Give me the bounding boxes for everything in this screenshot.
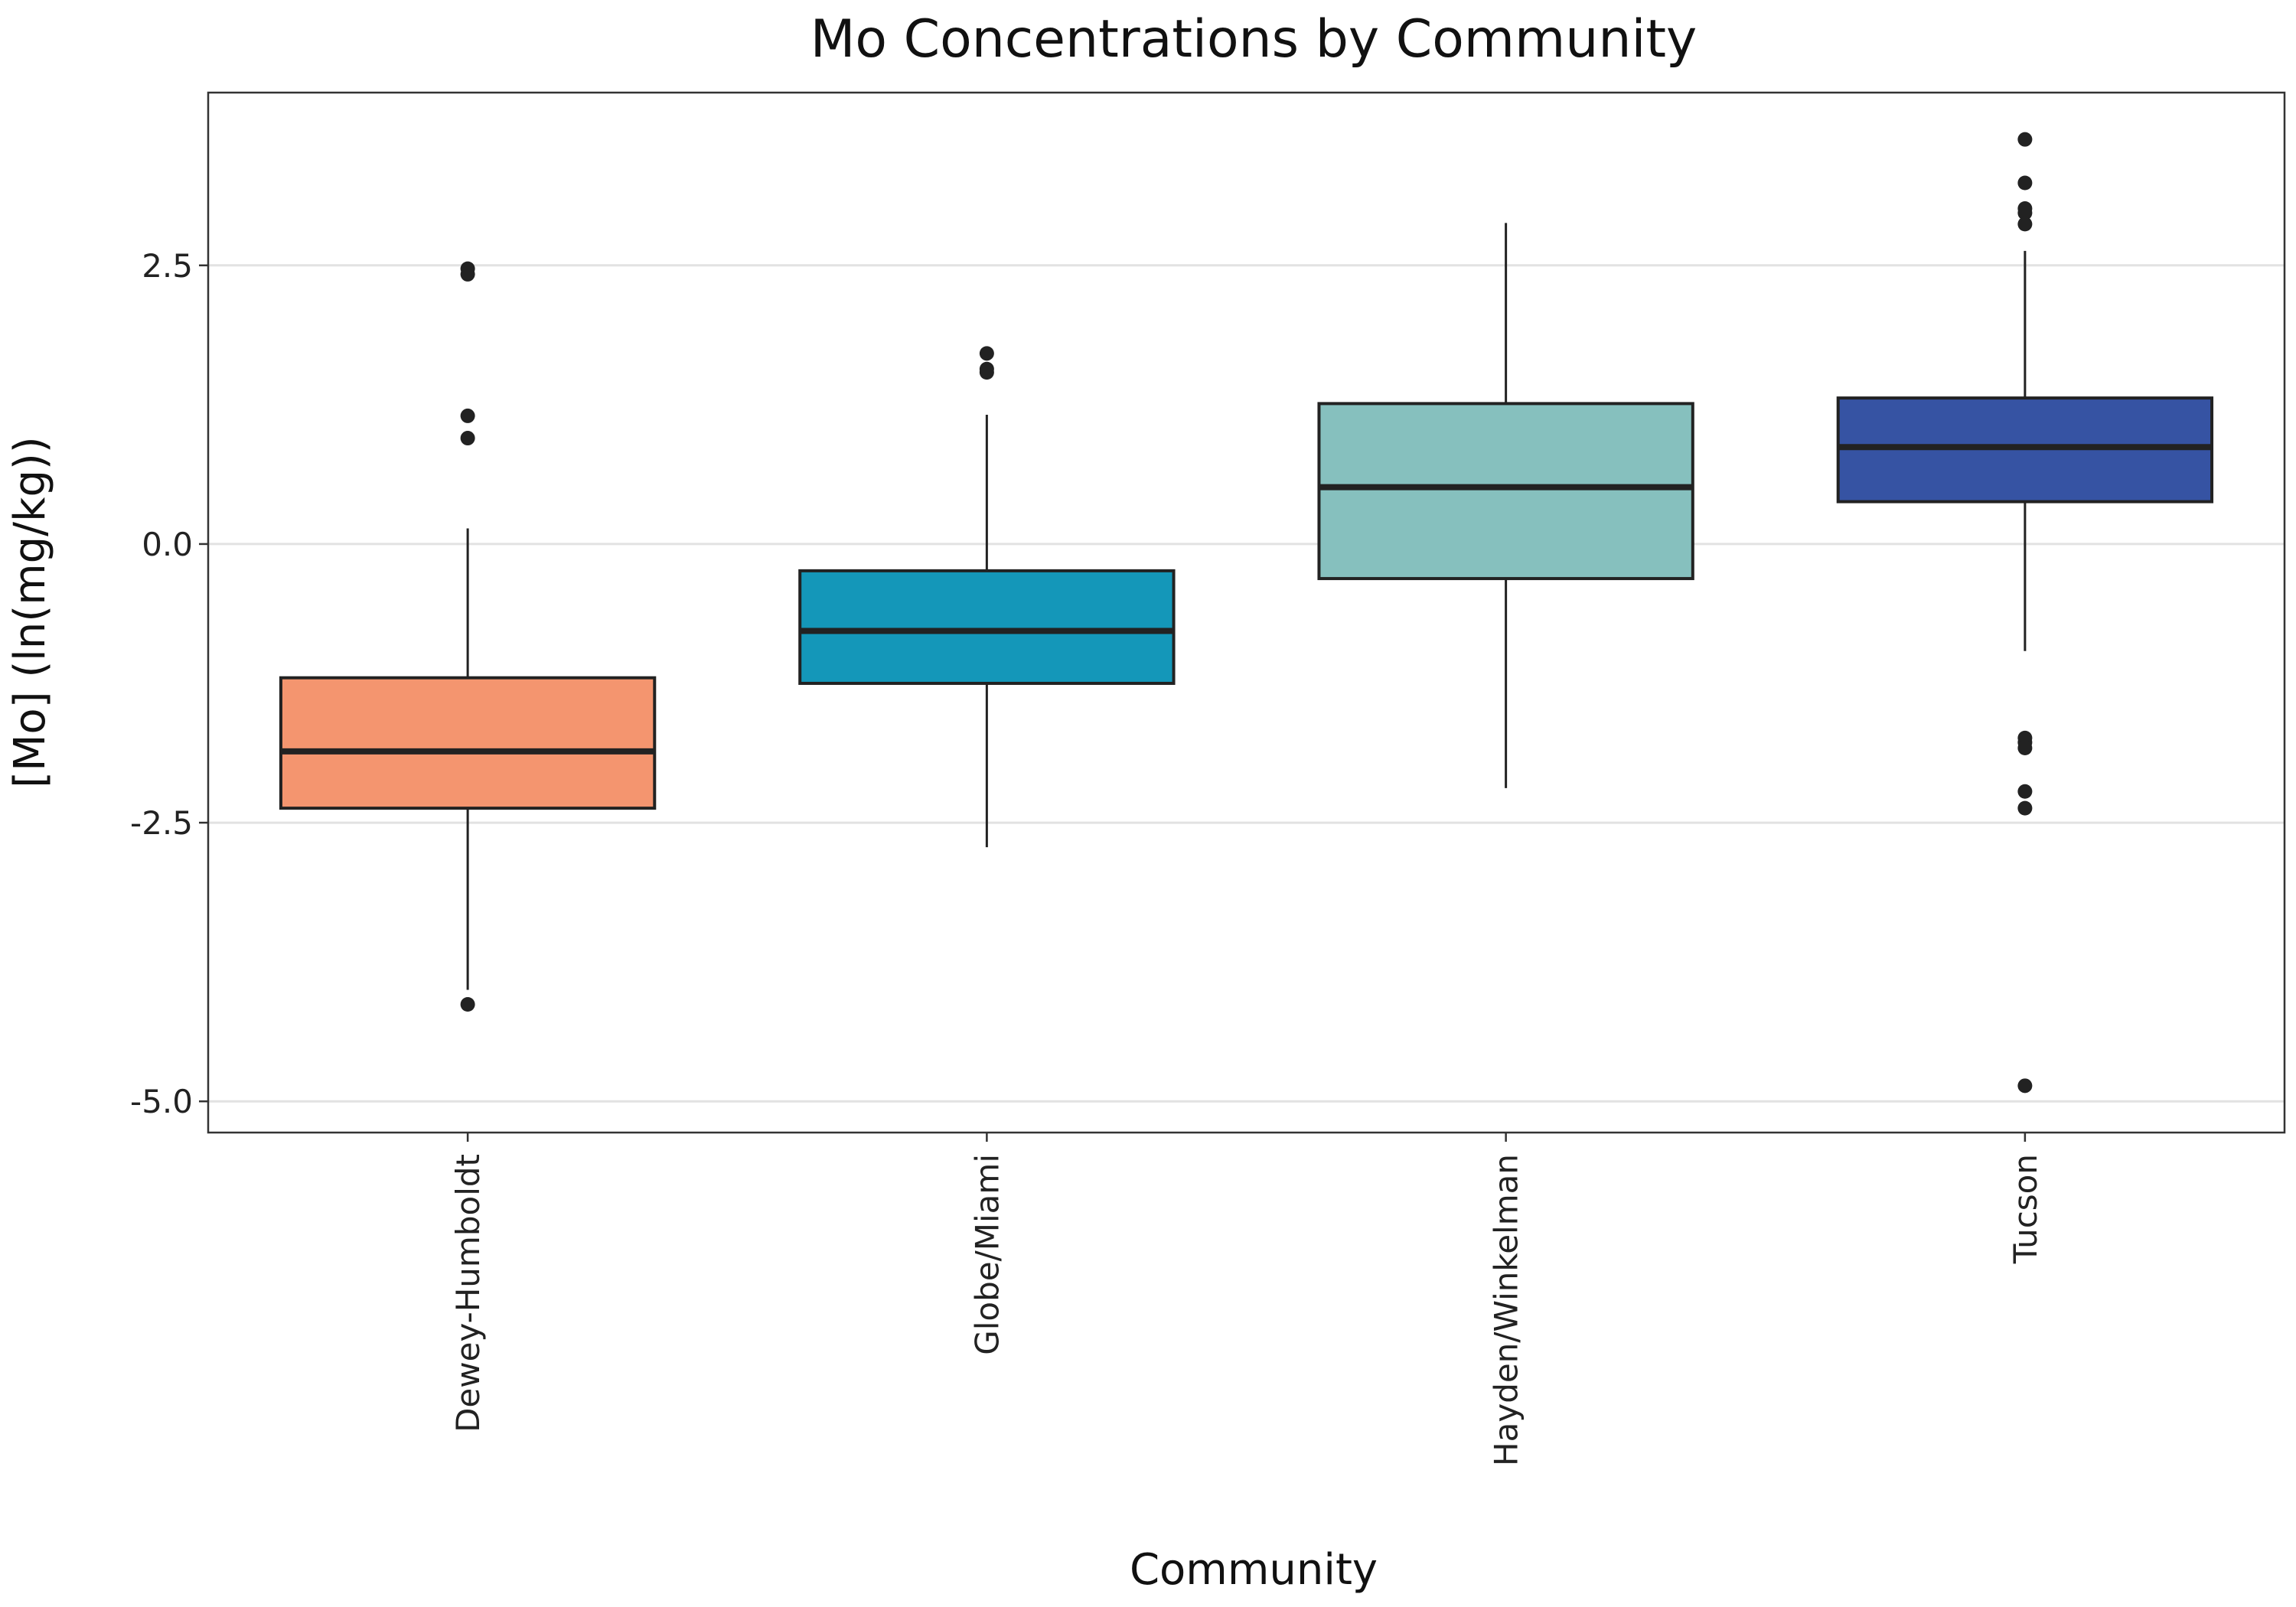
box-globe-miami <box>798 346 1176 848</box>
y-axis-title: [Mo] (ln(mg/kg)) <box>5 436 55 787</box>
x-tick-label: Dewey-Humboldt <box>449 1154 487 1433</box>
outlier-point <box>2017 175 2033 191</box>
box-dewey-humboldt <box>279 261 657 1012</box>
y-tick-label: -5.0 <box>130 1083 193 1120</box>
plot-border <box>207 91 2286 1134</box>
outlier-point <box>979 365 994 380</box>
outlier-point <box>2017 784 2033 799</box>
outlier-point <box>460 266 475 282</box>
outlier-point <box>2017 217 2033 232</box>
x-tick-label: Globe/Miami <box>968 1154 1006 1355</box>
outlier-point <box>460 431 475 446</box>
chart-title: Mo Concentrations by Community <box>810 9 1698 70</box>
boxes-layer <box>279 132 2214 1094</box>
outlier-point <box>460 996 475 1012</box>
outlier-point <box>2017 205 2033 220</box>
box-hayden-winkelman <box>1317 223 1694 788</box>
gridlines <box>208 264 2285 1103</box>
outlier-point <box>2017 1078 2033 1094</box>
plot-panel <box>208 93 2285 1133</box>
iqr-box <box>1317 402 1694 581</box>
y-tick-label: 0.0 <box>142 526 193 563</box>
y-tick-label: 2.5 <box>142 247 193 285</box>
y-axis: 2.5 0.0 -2.5 -5.0 <box>130 247 208 1120</box>
iqr-box <box>279 676 657 810</box>
box-tucson <box>1836 132 2214 1094</box>
outlier-point <box>2017 800 2033 816</box>
x-axis: Dewey-Humboldt Globe/Miami Hayden/Winkelma… <box>449 1133 2044 1466</box>
outlier-point <box>979 346 994 361</box>
x-tick-label: Tucson <box>2007 1154 2044 1264</box>
outlier-point <box>2017 132 2033 147</box>
x-axis-title: Community <box>1130 1545 1378 1595</box>
outlier-point <box>2017 740 2033 755</box>
x-tick-label: Hayden/Winkelman <box>1488 1154 1525 1466</box>
outlier-point <box>460 408 475 423</box>
iqr-box <box>798 569 1176 685</box>
y-tick-label: -2.5 <box>130 804 193 842</box>
